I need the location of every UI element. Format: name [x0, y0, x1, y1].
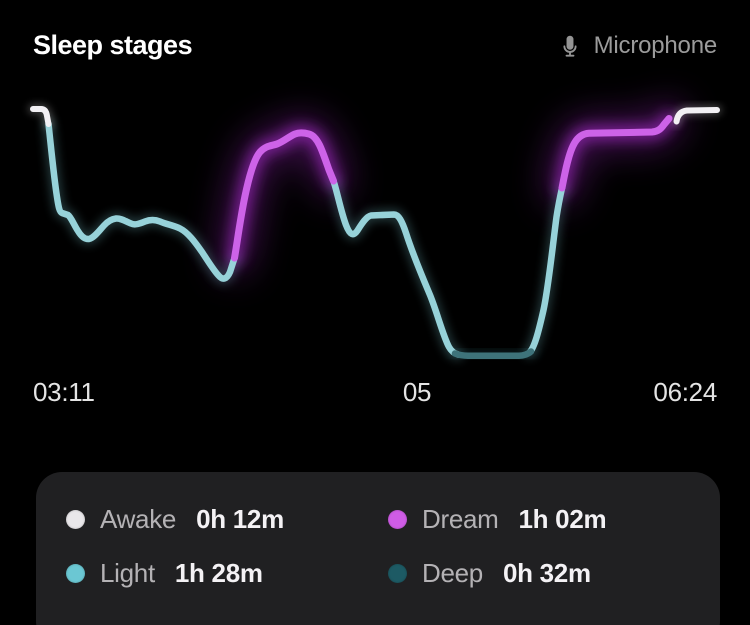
legend-value-light: 1h 28m [174, 558, 263, 588]
chart-segment-awake [30, 106, 52, 127]
x-axis: 03:11 05 06:24 [33, 377, 717, 407]
legend-value-deep: 0h 32m [502, 558, 591, 588]
legend-dot-dream [388, 510, 407, 529]
page-title: Sleep stages [33, 30, 193, 60]
legend-item-deep: Deep 0h 32m [388, 558, 720, 589]
legend-label-light: Light [100, 558, 155, 588]
legend-card: Awake 0h 12m Dream 1h 02m Light 1h 28m Deep 0h … [36, 472, 720, 625]
legend-label-dream: Dream [422, 504, 499, 534]
microphone-button[interactable]: Microphone [557, 32, 717, 60]
chart-segment-light [526, 184, 566, 356]
chart-segment-deep [451, 348, 535, 359]
legend-dot-awake [66, 510, 85, 529]
chart-line-layer [30, 106, 720, 359]
sleep-stages-chart [28, 101, 722, 362]
header: Sleep stages Microphone [33, 30, 717, 61]
legend-label-deep: Deep [422, 558, 483, 588]
axis-label-start: 03:11 [33, 377, 95, 407]
microphone-label: Microphone [593, 31, 718, 59]
chart-segment-light [45, 120, 238, 282]
chart-segment-dream [558, 115, 673, 192]
legend-item-awake: Awake 0h 12m [66, 504, 388, 535]
legend-dot-deep [388, 564, 407, 583]
microphone-icon [563, 35, 577, 57]
legend-item-light: Light 1h 28m [66, 558, 388, 589]
chart-segment-dream [231, 129, 337, 262]
chart-segment-light [330, 177, 462, 358]
axis-label-end: 06:24 [653, 377, 717, 407]
legend-label-awake: Awake [100, 504, 177, 534]
legend-value-dream: 1h 02m [518, 504, 607, 534]
chart-glow-layer [28, 101, 722, 362]
legend-dot-light [66, 564, 85, 583]
axis-label-mid: 05 [402, 377, 432, 407]
chart-segment-awake [673, 107, 720, 125]
legend-item-dream: Dream 1h 02m [388, 504, 720, 535]
legend-value-awake: 0h 12m [196, 504, 284, 534]
